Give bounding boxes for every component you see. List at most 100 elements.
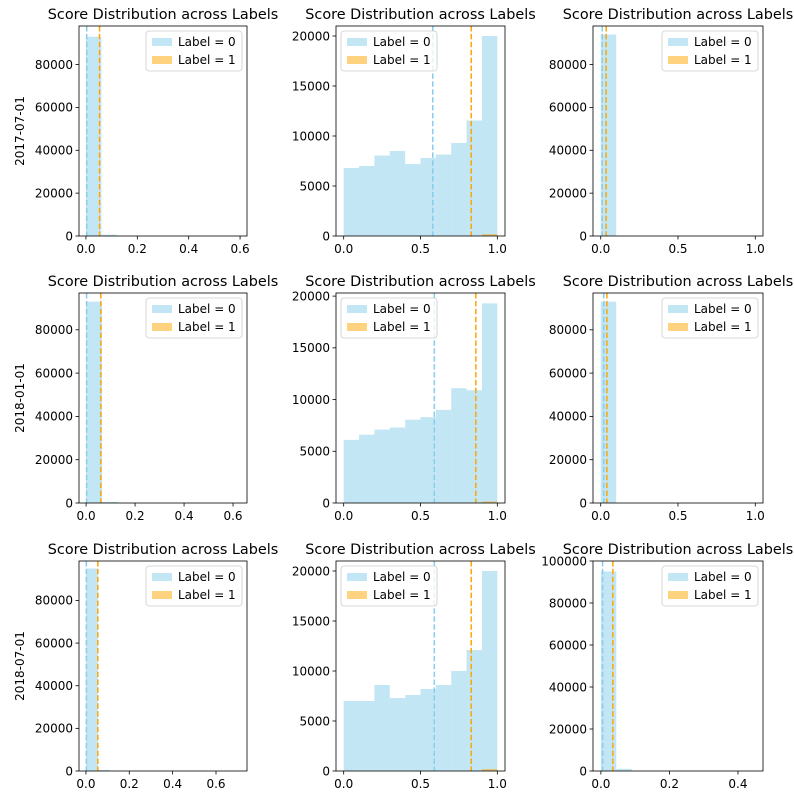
- legend-swatch-label-0: [668, 38, 688, 46]
- y-tick-label: 5000: [299, 714, 330, 728]
- bar-label-0: [466, 390, 482, 503]
- y-tick-label: 40000: [549, 410, 587, 424]
- bar-label-0: [85, 36, 102, 236]
- legend-label-1: Label = 1: [694, 320, 752, 334]
- bar-label-0: [451, 143, 467, 236]
- legend-swatch-label-1: [668, 323, 688, 331]
- bar-label-0: [481, 571, 498, 771]
- y-tick-label: 20000: [549, 453, 587, 467]
- x-tick-label: 0.0: [591, 509, 610, 523]
- row-label: 2018-01-01: [13, 363, 27, 433]
- bar-label-0: [420, 417, 436, 503]
- legend-label-1: Label = 1: [694, 53, 752, 67]
- y-tick-label: 0: [579, 496, 587, 510]
- x-tick-label: 0.0: [591, 242, 610, 256]
- legend-swatch-label-1: [152, 591, 172, 599]
- x-tick-label: 0.6: [231, 242, 250, 256]
- axes-frame: [78, 560, 248, 772]
- y-tick-label: 60000: [35, 366, 73, 380]
- legend-swatch-label-1: [668, 56, 688, 64]
- x-tick-label: 0.2: [660, 777, 679, 791]
- bar-label-0: [343, 168, 360, 236]
- legend: Label = 0 Label = 1: [145, 297, 243, 339]
- legend-swatch-label-1: [668, 591, 688, 599]
- legend: Label = 0 Label = 1: [145, 565, 243, 607]
- bar-label-0: [600, 34, 617, 237]
- y-tick-label: 15000: [292, 79, 330, 93]
- subplot: 0.0 0.5 1.0 0 20000 40000 60000 80000 Score Dist…: [549, 274, 793, 523]
- bar-label-0: [466, 120, 482, 236]
- legend-label-1: Label = 1: [373, 53, 431, 67]
- y-tick-label: 0: [322, 496, 330, 510]
- bar-label-0: [389, 151, 406, 236]
- x-tick-label: 1.0: [746, 242, 765, 256]
- legend-swatch-label-1: [347, 56, 367, 64]
- x-tick-label: 0.0: [77, 509, 96, 523]
- bar-label-0: [451, 388, 467, 503]
- x-tick-label: 0.4: [179, 242, 198, 256]
- y-tick-label: 40000: [549, 680, 587, 694]
- x-tick-label: 0.5: [411, 777, 430, 791]
- y-tick-label: 20000: [292, 564, 330, 578]
- subplot: 0.0 0.5 1.0 0 5000 10000 15000 20000 Score Distr…: [292, 542, 536, 791]
- bar-label-0: [389, 698, 406, 771]
- bar-label-0: [466, 650, 482, 771]
- y-tick-label: 80000: [35, 594, 73, 608]
- bar-label-0: [343, 701, 360, 771]
- legend-swatch-label-1: [347, 591, 367, 599]
- legend: Label = 0 Label = 1: [145, 30, 243, 72]
- x-tick-label: 0.4: [728, 777, 747, 791]
- y-tick-label: 60000: [549, 366, 587, 380]
- y-tick-label: 20000: [35, 722, 73, 736]
- x-tick-label: 0.2: [128, 242, 147, 256]
- legend-swatch-label-0: [347, 573, 367, 581]
- y-tick-label: 80000: [35, 58, 73, 72]
- legend-label-1: Label = 1: [694, 588, 752, 602]
- subplot-title: Score Distribution across Labels: [563, 274, 793, 290]
- legend-label-1: Label = 1: [373, 588, 431, 602]
- y-tick-label: 60000: [549, 638, 587, 652]
- legend-label-0: Label = 0: [694, 570, 752, 584]
- bar-label-0: [85, 568, 98, 771]
- x-tick-label: 0.5: [411, 509, 430, 523]
- y-tick-label: 40000: [35, 410, 73, 424]
- x-tick-label: 0.0: [591, 777, 610, 791]
- y-tick-label: 60000: [549, 101, 587, 115]
- x-tick-label: 0.2: [120, 777, 139, 791]
- bar-label-0: [420, 158, 436, 236]
- legend-label-0: Label = 0: [178, 570, 236, 584]
- legend-swatch-label-1: [347, 323, 367, 331]
- y-tick-label: 80000: [35, 323, 73, 337]
- subplot-title: Score Distribution across Labels: [48, 542, 278, 558]
- subplot: 0.0 0.2 0.4 0.6 0 20000 40000 60000 80000 2018-07…: [13, 542, 278, 791]
- subplot: 0.0 0.2 0.4 0 20000 40000 60000 80000 100000Scor…: [541, 542, 793, 791]
- y-tick-label: 0: [65, 229, 73, 243]
- y-tick-label: 20000: [292, 29, 330, 43]
- subplot: 0.0 0.2 0.4 0.6 0 20000 40000 60000 80000 2018-01…: [13, 274, 278, 523]
- bar-label-0: [101, 234, 117, 236]
- bar-label-0: [359, 701, 375, 771]
- x-tick-label: 0.4: [175, 509, 194, 523]
- subplot-title: Score Distribution across Labels: [48, 274, 278, 290]
- legend-swatch-label-1: [152, 323, 172, 331]
- subplot-title: Score Distribution across Labels: [563, 542, 793, 558]
- legend-swatch-label-1: [152, 56, 172, 64]
- bar-label-1: [481, 501, 498, 503]
- subplot-title: Score Distribution across Labels: [305, 274, 535, 290]
- y-tick-label: 20000: [549, 186, 587, 200]
- y-tick-label: 15000: [292, 341, 330, 355]
- subplot-title: Score Distribution across Labels: [305, 7, 535, 23]
- subplot-title: Score Distribution across Labels: [305, 542, 535, 558]
- subplot: 0.0 0.5 1.0 0 20000 40000 60000 80000 Score Dist…: [549, 7, 793, 256]
- bar-label-0: [405, 695, 421, 771]
- y-tick-label: 100000: [541, 554, 587, 568]
- legend-swatch-label-0: [668, 573, 688, 581]
- legend-label-1: Label = 1: [373, 320, 431, 334]
- bar-label-0: [435, 154, 452, 236]
- bar-label-0: [374, 685, 390, 771]
- x-tick-label: 1.0: [488, 509, 507, 523]
- legend: Label = 0 Label = 1: [340, 565, 438, 607]
- x-tick-label: 0.5: [411, 242, 430, 256]
- legend-swatch-label-0: [152, 573, 172, 581]
